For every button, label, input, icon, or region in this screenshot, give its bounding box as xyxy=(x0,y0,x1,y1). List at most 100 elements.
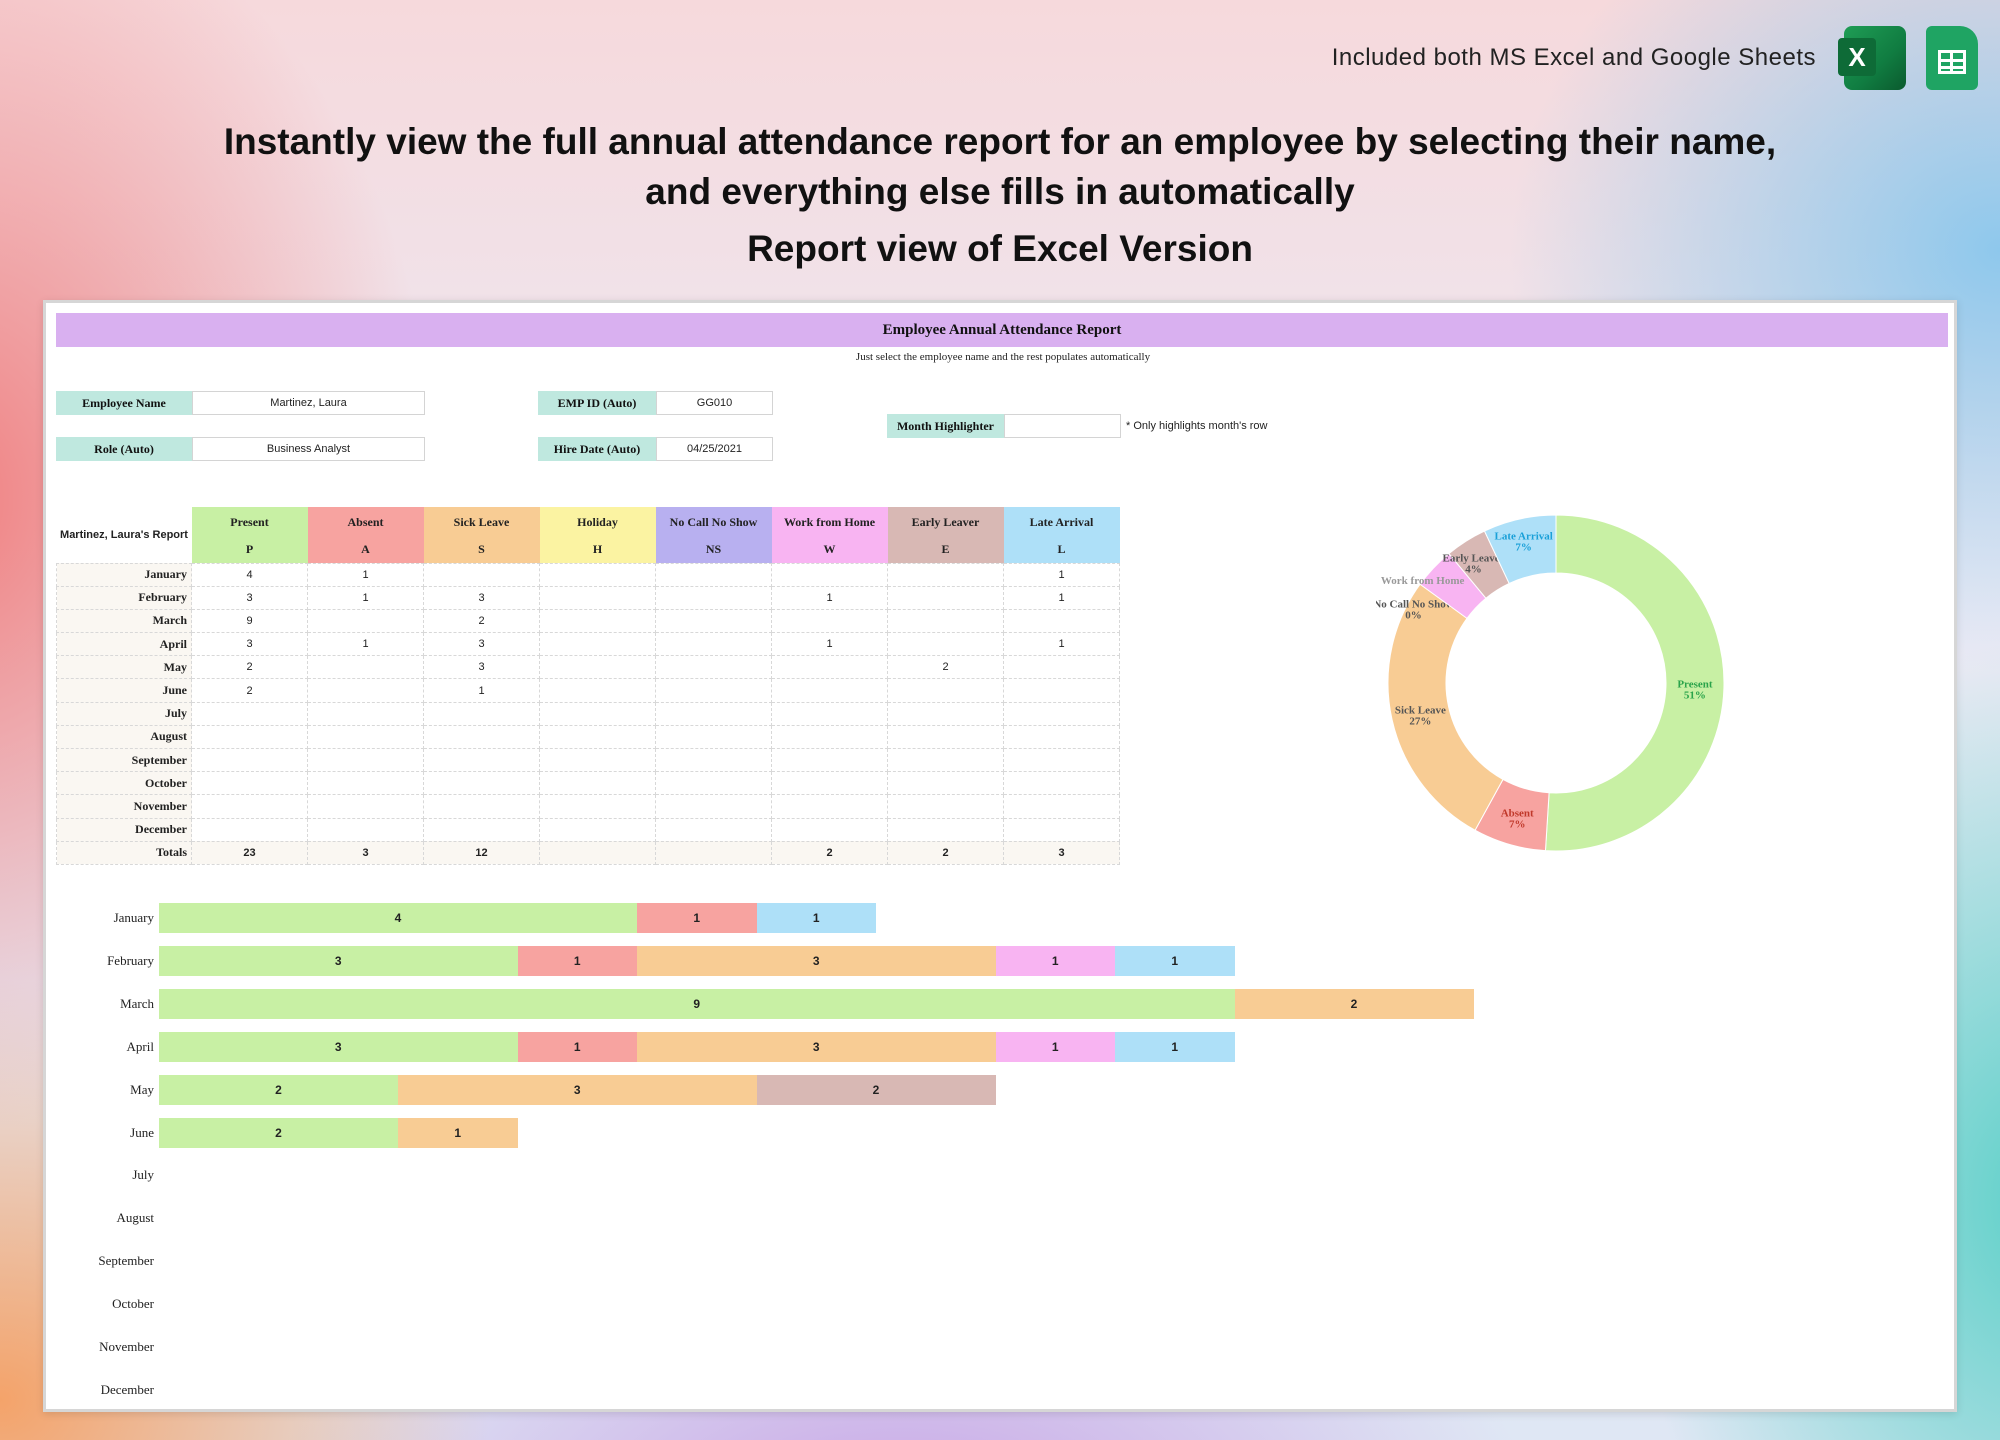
column-code-present: P xyxy=(191,537,308,563)
totals-cell: 23 xyxy=(191,840,308,865)
table-row: July xyxy=(56,701,1120,726)
month-highlighter-select[interactable] xyxy=(1004,414,1121,438)
role-label: Role (Auto) xyxy=(56,437,192,461)
totals-cell: 2 xyxy=(771,840,888,865)
table-cell xyxy=(771,655,888,680)
bar-segment-sick-leave: 3 xyxy=(398,1074,757,1105)
table-cell: 2 xyxy=(191,678,308,703)
totals-cell: 2 xyxy=(887,840,1004,865)
bar-month-label: November xyxy=(99,1339,154,1354)
bar-segment-early-leaver: 2 xyxy=(756,1074,996,1105)
table-cell xyxy=(423,794,540,819)
table-cell: 3 xyxy=(423,585,540,610)
table-cell xyxy=(539,562,656,587)
table-cell xyxy=(655,655,772,680)
employee-name-label: Employee Name xyxy=(56,391,192,415)
role-value: Business Analyst xyxy=(192,437,425,461)
table-cell xyxy=(887,794,1004,819)
totals-cell: 12 xyxy=(423,840,540,865)
table-cell xyxy=(887,585,1004,610)
table-cell: 1 xyxy=(771,585,888,610)
bar-month-label: February xyxy=(107,952,154,968)
table-row: January 4 1 1 xyxy=(56,562,1120,587)
donut-label-sick-leave: Sick Leave xyxy=(1395,704,1446,716)
table-cell xyxy=(539,794,656,819)
column-header-holiday: Holiday xyxy=(539,507,656,537)
table-cell xyxy=(771,701,888,726)
column-header-no-call-no-show: No Call No Show xyxy=(655,507,772,537)
table-cell: 3 xyxy=(191,632,308,657)
month-highlighter-label: Month Highlighter xyxy=(887,414,1004,438)
table-cell xyxy=(307,747,424,773)
donut-label-late-arrival: Late Arrival xyxy=(1494,530,1552,542)
table-cell xyxy=(1003,771,1120,796)
table-cell xyxy=(1003,655,1120,680)
column-header-late-arrival: Late Arrival xyxy=(1003,507,1120,537)
hire-date-label: Hire Date (Auto) xyxy=(538,437,656,461)
table-cell: 2 xyxy=(887,655,1004,680)
headline-line-1: Instantly view the full annual attendanc… xyxy=(223,121,1777,162)
bar-segment-sick-leave: 3 xyxy=(637,945,996,976)
table-cell xyxy=(655,701,772,726)
totals-row: Totals 23 3 12 2 2 3 xyxy=(56,840,1120,865)
column-code-no-call-no-show: NS xyxy=(655,537,772,563)
employee-name-select[interactable]: Martinez, Laura xyxy=(192,391,425,415)
table-cell xyxy=(1003,817,1120,842)
table-cell: 9 xyxy=(191,608,308,634)
donut-percent-late-arrival: 7% xyxy=(1515,541,1532,553)
row-month-label: October xyxy=(56,771,192,796)
bar-segment-late-arrival: 1 xyxy=(1115,1031,1235,1062)
table-cell: 1 xyxy=(423,678,540,703)
table-cell xyxy=(539,747,656,773)
bar-segment-absent: 1 xyxy=(637,903,757,933)
donut-percent-absent: 7% xyxy=(1509,818,1526,830)
table-cell xyxy=(539,701,656,726)
table-cell xyxy=(655,724,772,750)
table-cell xyxy=(191,701,308,726)
table-cell xyxy=(539,724,656,750)
table-cell xyxy=(771,771,888,796)
table-row: September xyxy=(56,747,1120,773)
bar-segment-work-from-home: 1 xyxy=(995,945,1115,976)
table-cell xyxy=(539,817,656,842)
report-title: Employee Annual Attendance Report xyxy=(56,313,1948,347)
bar-segment-present: 4 xyxy=(159,903,637,933)
table-cell xyxy=(539,632,656,657)
bar-segment-absent: 1 xyxy=(517,1031,637,1062)
column-code-early-leaver: E xyxy=(887,537,1004,563)
bar-segment-sick-leave: 2 xyxy=(1234,988,1474,1019)
table-cell xyxy=(655,794,772,819)
row-month-label: December xyxy=(56,817,192,842)
table-cell xyxy=(191,747,308,773)
bar-month-label: July xyxy=(132,1167,154,1183)
table-cell xyxy=(887,678,1004,703)
table-row: October xyxy=(56,771,1120,796)
table-cell xyxy=(887,562,1004,587)
table-row: December xyxy=(56,817,1120,842)
table-cell xyxy=(655,608,772,634)
table-row: April 3 1 3 1 1 xyxy=(56,632,1120,657)
column-code-sick-leave: S xyxy=(423,537,540,563)
month-highlighter-note: * Only highlights month's row xyxy=(1126,420,1268,432)
table-cell xyxy=(423,562,540,587)
bar-segment-absent: 1 xyxy=(517,945,637,976)
table-cell: 1 xyxy=(307,585,424,610)
bar-month-label: December xyxy=(100,1381,154,1397)
table-cell xyxy=(423,747,540,773)
row-month-label: May xyxy=(56,655,192,680)
table-cell: 2 xyxy=(423,608,540,634)
table-cell xyxy=(191,794,308,819)
table-cell xyxy=(307,678,424,703)
bar-month-label: May xyxy=(130,1081,154,1097)
table-cell: 1 xyxy=(771,632,888,657)
hire-date-value: 04/25/2021 xyxy=(656,437,773,461)
table-cell xyxy=(307,817,424,842)
bar-segment-present: 2 xyxy=(159,1074,398,1105)
table-cell xyxy=(655,771,772,796)
table-cell xyxy=(191,724,308,750)
bar-segment-work-from-home: 1 xyxy=(995,1031,1115,1062)
table-cell: 2 xyxy=(191,655,308,680)
table-cell xyxy=(771,562,888,587)
table-cell xyxy=(539,771,656,796)
